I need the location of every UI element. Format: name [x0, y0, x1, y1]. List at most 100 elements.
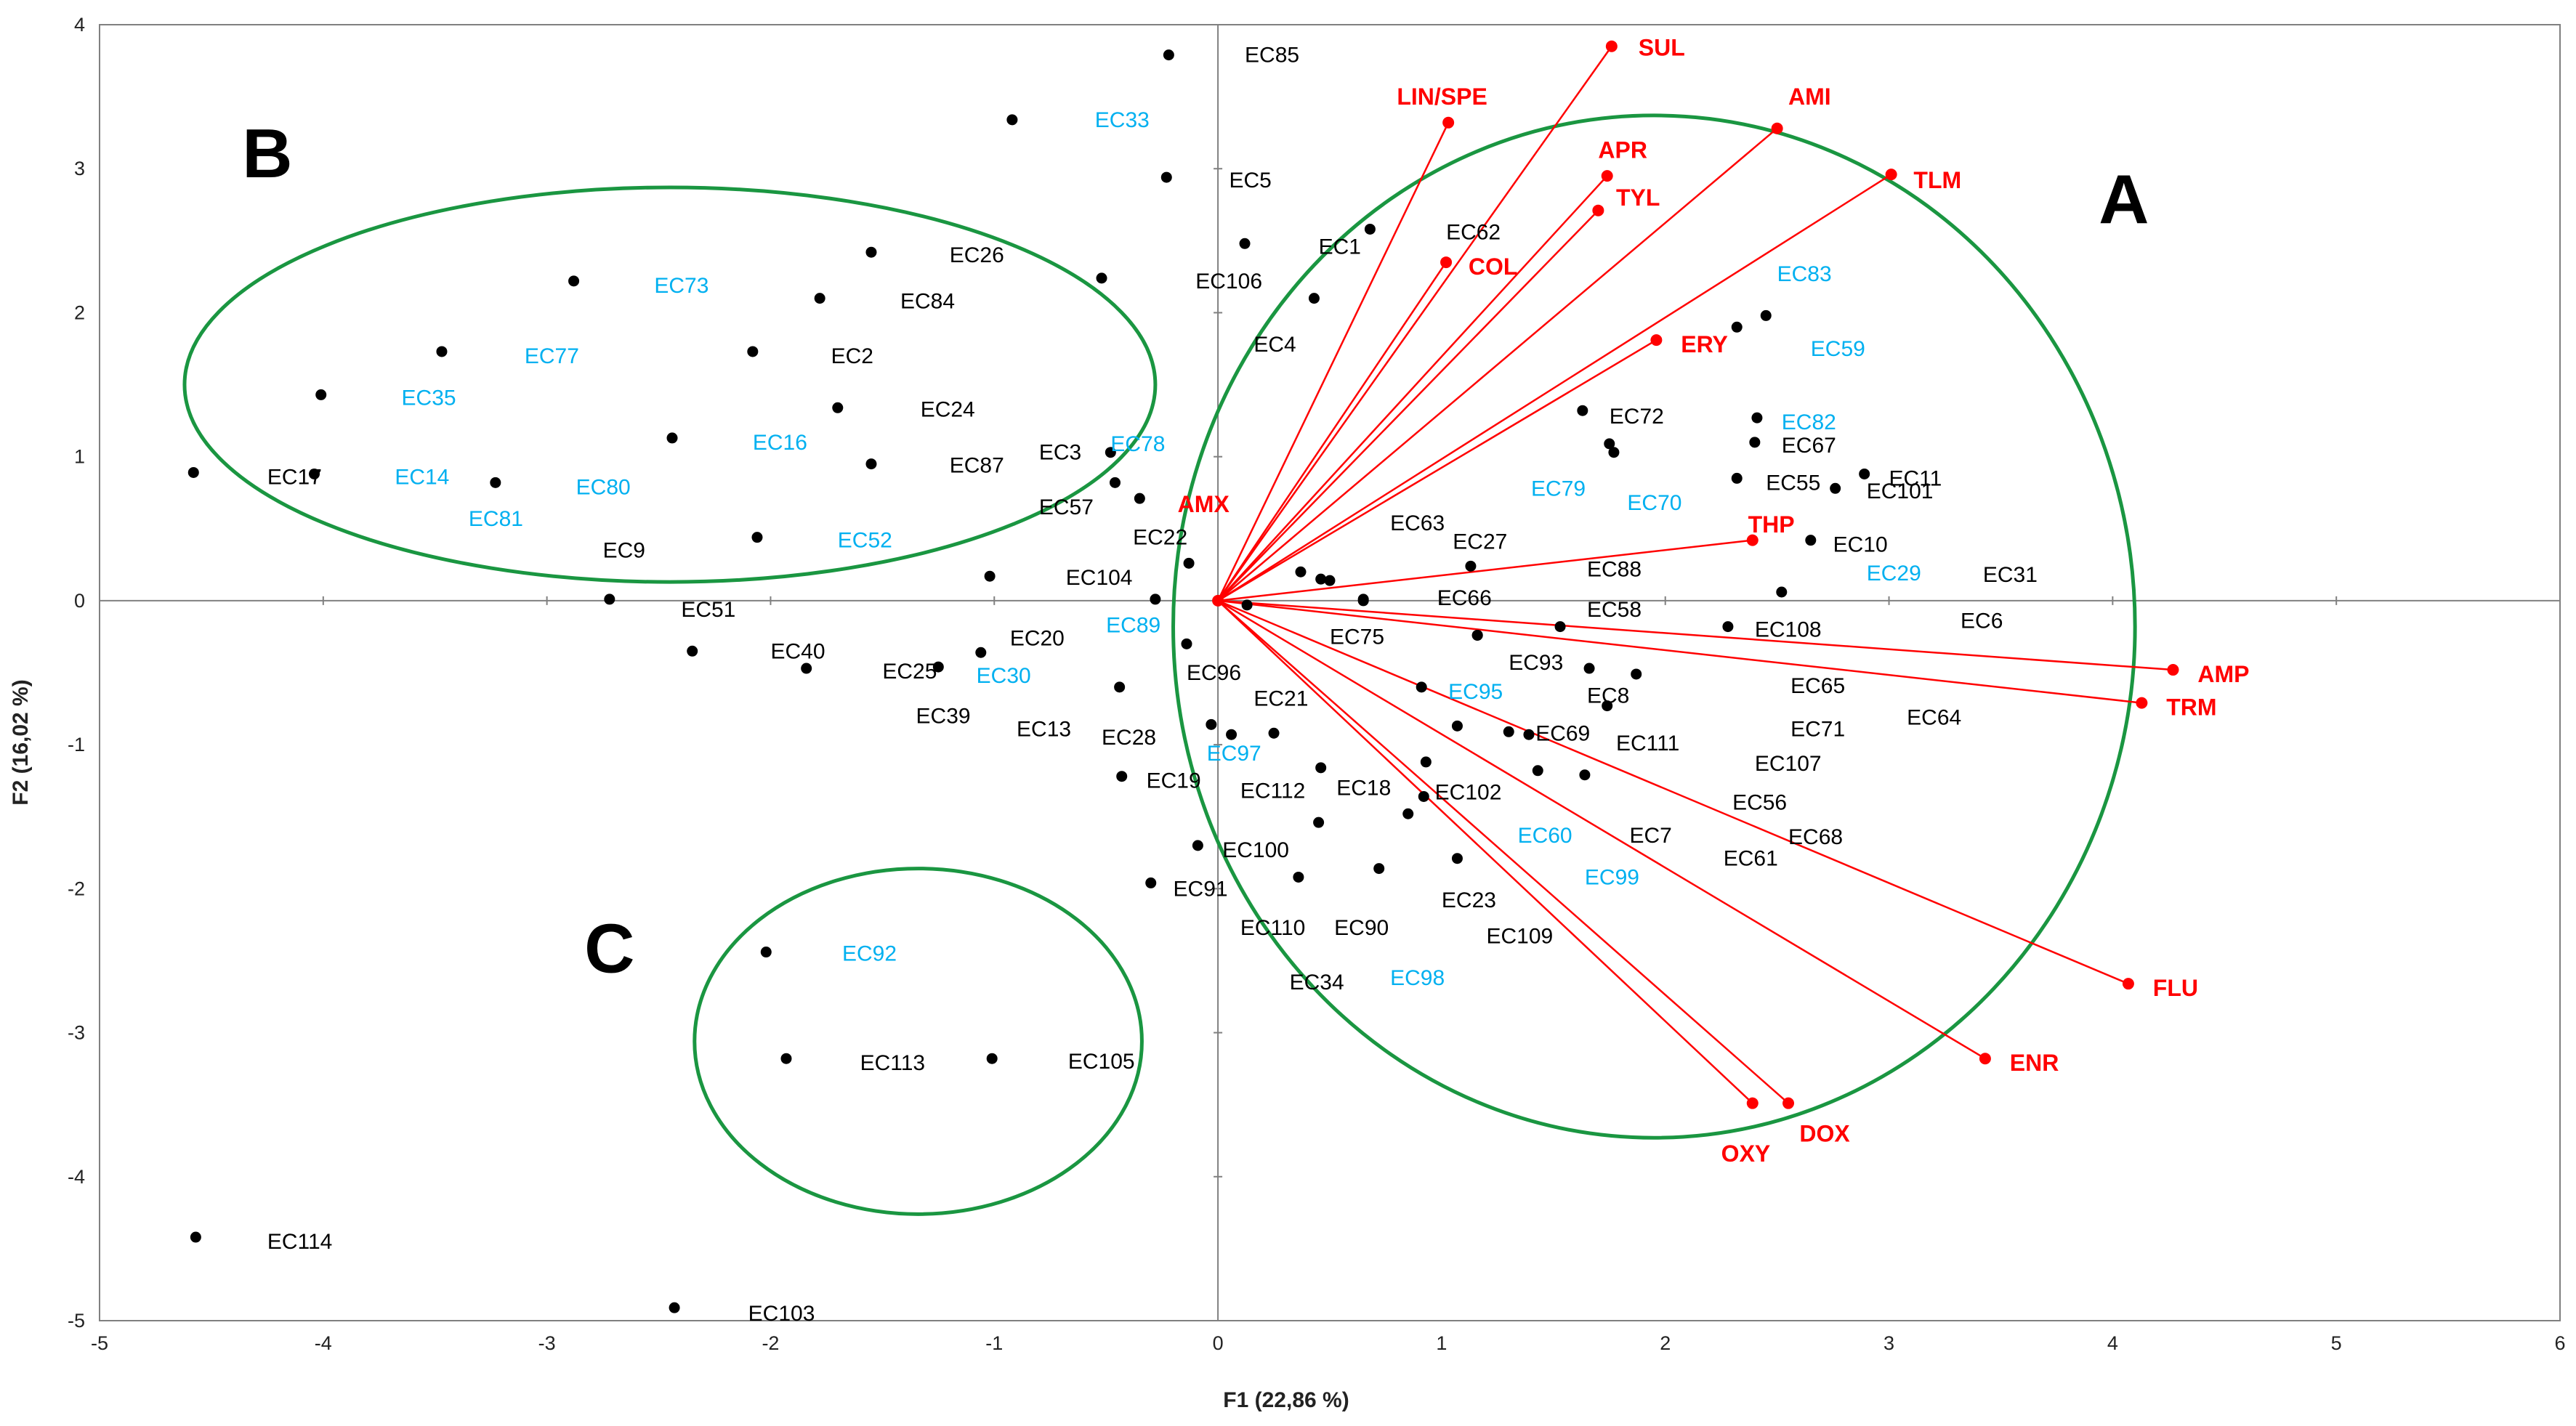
observation-point-ec100	[1192, 840, 1203, 851]
observation-label-ec92: EC92	[842, 942, 897, 966]
observation-label-ec6: EC6	[1961, 609, 2003, 633]
observation-point-ec20	[975, 647, 987, 658]
variable-vector-ami	[1217, 127, 1778, 601]
observation-point-ec113	[780, 1053, 792, 1064]
variable-vector-sul	[1217, 46, 1612, 601]
observation-label-ec100: EC100	[1222, 838, 1289, 862]
observation-label-ec98: EC98	[1390, 966, 1445, 990]
variable-vector-lin-spe	[1216, 122, 1450, 601]
observation-point-unlabeled	[1324, 575, 1336, 586]
x-tick-label: -5	[91, 1332, 108, 1354]
y-tick-label: 3	[74, 158, 85, 179]
observation-point-ec84	[814, 293, 825, 304]
observation-label-ec83: EC83	[1777, 262, 1832, 286]
observation-label-ec7: EC7	[1629, 824, 1671, 848]
x-tick-label: 6	[2554, 1332, 2565, 1354]
observation-label-ec67: EC67	[1782, 434, 1836, 458]
observation-label-ec3: EC3	[1039, 441, 1081, 465]
observation-point-ec3	[1109, 477, 1121, 488]
observation-point-ec8	[1583, 663, 1595, 674]
observation-label-ec58: EC58	[1587, 598, 1642, 622]
observation-label-ec20: EC20	[1010, 626, 1065, 650]
observation-label-ec59: EC59	[1811, 337, 1865, 361]
y-tick-label: 2	[74, 301, 85, 323]
observation-point-unlabeled	[1503, 726, 1514, 737]
variable-point-amp	[2167, 664, 2179, 676]
observation-label-ec1: EC1	[1319, 235, 1361, 259]
variable-vector-oxy	[1217, 599, 1753, 1104]
variable-label-thp: THP	[1748, 511, 1795, 538]
variable-label-sul: SUL	[1639, 35, 1685, 61]
observation-point-ec67	[1749, 437, 1761, 448]
observation-label-ec29: EC29	[1867, 562, 1921, 586]
variable-point-dox	[1782, 1097, 1795, 1109]
observation-point-ec80	[490, 477, 501, 488]
observation-label-ec65: EC65	[1790, 674, 1845, 698]
observation-point-ec108	[1722, 621, 1734, 633]
observation-point-ec40	[687, 645, 698, 657]
observation-point-ec103	[669, 1302, 680, 1313]
observation-label-ec75: EC75	[1330, 625, 1384, 649]
variable-label-col: COL	[1469, 254, 1518, 280]
variable-point-lin-spe	[1442, 116, 1455, 129]
observation-point-ec24	[832, 402, 844, 413]
observation-label-ec5: EC5	[1229, 169, 1271, 193]
variable-point-apr	[1601, 170, 1613, 182]
observation-point-ec5	[1160, 171, 1172, 183]
observation-point-ec70	[1608, 447, 1620, 458]
y-tick-label: 4	[74, 14, 85, 36]
x-axis-title: F1 (22,86 %)	[1223, 1388, 1349, 1412]
observation-label-ec91: EC91	[1174, 877, 1228, 901]
observation-point-ec59	[1731, 321, 1743, 333]
variable-point-tyl	[1592, 204, 1604, 216]
y-tick-label: -4	[68, 1166, 85, 1188]
observation-label-ec4: EC4	[1253, 333, 1296, 357]
group-label-c: C	[584, 910, 634, 987]
observation-label-ec13: EC13	[1017, 717, 1071, 741]
observation-label-ec93: EC93	[1509, 651, 1563, 675]
observation-point-ec52	[751, 532, 763, 543]
observation-label-ec105: EC105	[1068, 1050, 1135, 1074]
variable-label-oxy: OXY	[1721, 1141, 1771, 1167]
observation-label-ec66: EC66	[1437, 586, 1492, 610]
variable-vector-dox	[1217, 599, 1789, 1104]
variable-label-amp: AMP	[2197, 661, 2249, 687]
observation-label-ec16: EC16	[753, 431, 807, 455]
variable-vector-amp	[1218, 599, 2173, 671]
observation-label-ec99: EC99	[1585, 865, 1639, 889]
variable-label-trm: TRM	[2166, 694, 2216, 721]
observation-label-ec62: EC62	[1446, 220, 1501, 244]
observation-label-ec113: EC113	[860, 1051, 926, 1075]
observation-point-ec102	[1418, 790, 1429, 802]
variable-point-col	[1440, 256, 1453, 269]
x-tick-label: 5	[2331, 1332, 2342, 1354]
observation-point-ec96	[1181, 638, 1192, 649]
plot-border	[99, 24, 2561, 1321]
observation-point-ec111	[1602, 700, 1613, 712]
observation-label-ec101: EC101	[1867, 479, 1934, 503]
observation-label-ec106: EC106	[1195, 270, 1262, 293]
group-labels: A B C	[242, 115, 2149, 987]
observation-point-unlabeled	[1631, 668, 1642, 680]
observation-point-ec83	[1760, 309, 1772, 321]
observation-label-ec107: EC107	[1755, 752, 1822, 776]
observation-label-ec96: EC96	[1187, 661, 1241, 685]
variable-label-lin-spe: LIN/SPE	[1397, 84, 1487, 110]
observation-point-ec11	[1859, 468, 1870, 479]
observation-point-unlabeled	[1579, 769, 1591, 781]
variable-point-ami	[1771, 122, 1783, 134]
x-tick-label: 4	[2107, 1332, 2118, 1354]
observation-label-ec104: EC104	[1066, 566, 1133, 590]
observation-point-ec4	[1308, 293, 1320, 304]
observation-label-ec110: EC110	[1240, 916, 1306, 940]
observation-point-ec1	[1239, 238, 1251, 249]
y-tick-label: -1	[68, 734, 85, 755]
observation-label-ec77: EC77	[525, 344, 579, 368]
variable-point-enr	[1979, 1053, 1991, 1065]
observation-label-ec51: EC51	[681, 598, 735, 622]
observation-point-ec106	[1096, 272, 1107, 284]
x-tick-label: 1	[1436, 1332, 1447, 1354]
observation-label-ec84: EC84	[900, 290, 955, 314]
observation-label-ec73: EC73	[654, 274, 708, 298]
observation-point-ec110	[1293, 871, 1304, 883]
